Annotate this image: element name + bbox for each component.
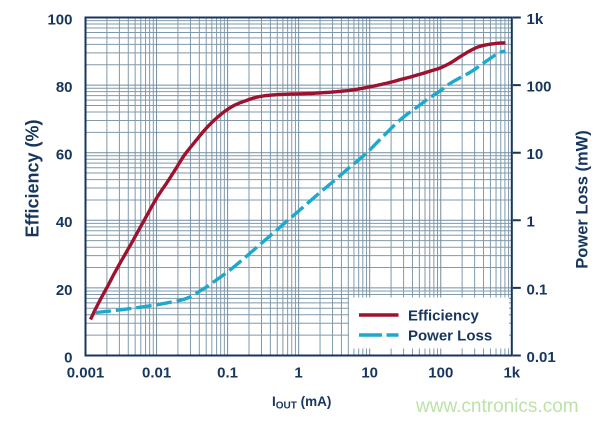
- svg-text:Efficiency (%): Efficiency (%): [23, 119, 43, 237]
- svg-text:10: 10: [527, 146, 544, 163]
- svg-text:100: 100: [47, 11, 72, 28]
- svg-text:60: 60: [56, 147, 73, 164]
- svg-text:40: 40: [56, 214, 73, 231]
- svg-text:1k: 1k: [503, 365, 520, 382]
- svg-text:0.1: 0.1: [527, 281, 548, 298]
- svg-text:0.1: 0.1: [217, 365, 238, 382]
- svg-text:Power Loss: Power Loss: [408, 327, 492, 344]
- svg-text:100: 100: [428, 365, 453, 382]
- svg-text:1: 1: [294, 365, 302, 382]
- svg-text:0.01: 0.01: [527, 349, 556, 366]
- svg-text:0.01: 0.01: [142, 365, 171, 382]
- svg-text:0: 0: [64, 349, 72, 366]
- svg-text:100: 100: [527, 79, 552, 96]
- svg-text:80: 80: [56, 79, 73, 96]
- svg-text:Power Loss (mW): Power Loss (mW): [574, 130, 592, 268]
- svg-text:20: 20: [56, 282, 73, 299]
- svg-text:www.cntronics.com: www.cntronics.com: [415, 396, 579, 417]
- svg-text:Efficiency: Efficiency: [408, 307, 480, 324]
- svg-text:10: 10: [361, 365, 378, 382]
- svg-text:0.001: 0.001: [67, 365, 105, 382]
- svg-text:1: 1: [527, 214, 535, 231]
- svg-text:1k: 1k: [527, 11, 544, 28]
